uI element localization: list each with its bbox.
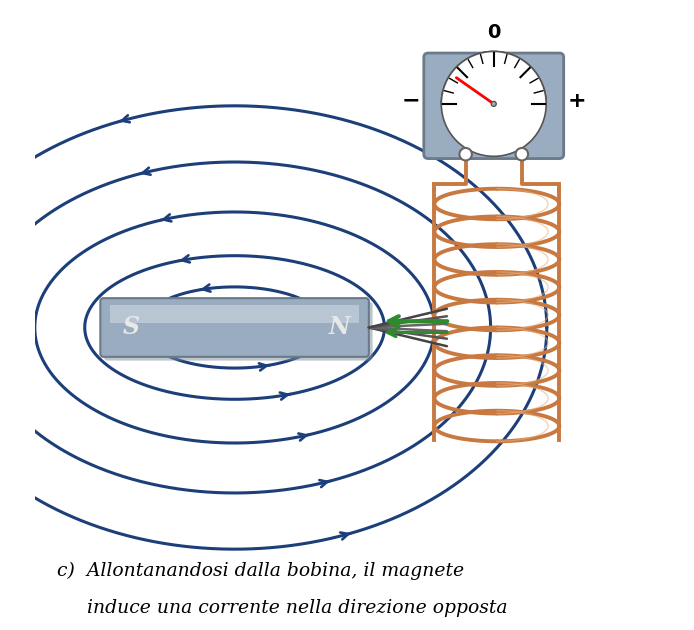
- FancyBboxPatch shape: [424, 53, 564, 159]
- Text: N: N: [329, 316, 350, 340]
- Wedge shape: [441, 52, 546, 104]
- FancyBboxPatch shape: [101, 298, 369, 357]
- Text: S: S: [123, 316, 140, 340]
- Text: c)  Allontanandosi dalla bobina, il magnete: c) Allontanandosi dalla bobina, il magne…: [57, 562, 464, 580]
- Text: 0: 0: [487, 23, 500, 42]
- Text: induce una corrente nella direzione opposta: induce una corrente nella direzione oppo…: [57, 599, 507, 617]
- Text: +: +: [568, 91, 586, 111]
- Circle shape: [491, 101, 496, 106]
- Circle shape: [441, 52, 546, 156]
- FancyBboxPatch shape: [104, 302, 373, 360]
- Circle shape: [516, 148, 528, 161]
- Bar: [110, 305, 359, 323]
- Circle shape: [459, 148, 472, 161]
- Text: −: −: [401, 91, 420, 111]
